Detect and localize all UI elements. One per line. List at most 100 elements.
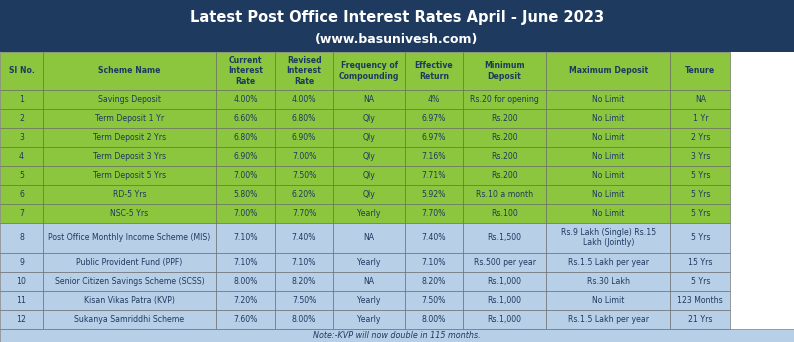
Text: 7.60%: 7.60% [233, 315, 257, 324]
Text: NA: NA [364, 277, 375, 286]
Text: 5 Yrs: 5 Yrs [691, 171, 710, 180]
Text: 12: 12 [17, 315, 26, 324]
Bar [405, 310, 463, 329]
Text: Term Deposit 1 Yr: Term Deposit 1 Yr [94, 114, 164, 123]
Bar [0, 147, 43, 166]
Bar [43, 223, 216, 253]
Bar [43, 52, 216, 90]
Text: 11: 11 [17, 296, 26, 305]
Bar [405, 166, 463, 185]
Bar [43, 310, 216, 329]
Text: 6.60%: 6.60% [233, 114, 257, 123]
Bar [670, 253, 730, 272]
Text: Public Provident Fund (PPF): Public Provident Fund (PPF) [76, 258, 183, 267]
Text: 6.97%: 6.97% [422, 114, 446, 123]
Bar [0, 223, 43, 253]
Bar [670, 223, 730, 253]
Bar [216, 52, 275, 90]
Text: Rs.1.5 Lakh per year: Rs.1.5 Lakh per year [568, 258, 649, 267]
Text: NSC-5 Yrs: NSC-5 Yrs [110, 209, 148, 218]
Text: Rs.30 Lakh: Rs.30 Lakh [587, 277, 630, 286]
Bar [670, 109, 730, 128]
Bar [275, 166, 333, 185]
Text: Latest Post Office Interest Rates April - June 2023: Latest Post Office Interest Rates April … [190, 10, 604, 25]
Text: 5: 5 [19, 171, 24, 180]
Bar [0, 109, 43, 128]
Bar [405, 90, 463, 109]
Bar [546, 223, 670, 253]
Text: Rs.20 for opening: Rs.20 for opening [470, 95, 539, 104]
Text: Rs.200: Rs.200 [491, 171, 518, 180]
Bar [43, 253, 216, 272]
Text: Rs.1,500: Rs.1,500 [488, 233, 522, 242]
Text: 8.00%: 8.00% [292, 315, 316, 324]
Text: 8.00%: 8.00% [422, 315, 446, 324]
Bar [0, 0, 794, 52]
Text: 6: 6 [19, 190, 24, 199]
Text: No Limit: No Limit [592, 209, 624, 218]
Bar [0, 185, 43, 203]
Bar [546, 90, 670, 109]
Text: Effective
Return: Effective Return [414, 61, 453, 81]
Bar [216, 147, 275, 166]
Text: Sl No.: Sl No. [9, 66, 34, 76]
Bar [670, 166, 730, 185]
Text: Term Deposit 5 Yrs: Term Deposit 5 Yrs [93, 171, 166, 180]
Bar [275, 128, 333, 147]
Text: (www.basunivesh.com): (www.basunivesh.com) [315, 33, 479, 46]
Text: 7.10%: 7.10% [233, 233, 257, 242]
Text: NA: NA [364, 233, 375, 242]
Text: Scheme Name: Scheme Name [98, 66, 160, 76]
Bar [546, 166, 670, 185]
Text: No Limit: No Limit [592, 190, 624, 199]
Bar [405, 291, 463, 310]
Bar [0, 310, 43, 329]
Bar [670, 90, 730, 109]
Bar [43, 203, 216, 223]
Bar [670, 203, 730, 223]
Text: Rs.200: Rs.200 [491, 114, 518, 123]
Text: Kisan Vikas Patra (KVP): Kisan Vikas Patra (KVP) [84, 296, 175, 305]
Text: 2: 2 [19, 114, 24, 123]
Bar [0, 253, 43, 272]
Text: 8: 8 [19, 233, 24, 242]
Bar [546, 253, 670, 272]
Bar [216, 291, 275, 310]
Bar [670, 128, 730, 147]
Bar [0, 128, 43, 147]
Text: 8.00%: 8.00% [233, 277, 257, 286]
Bar [333, 272, 405, 291]
Text: Rs.10 a month: Rs.10 a month [476, 190, 533, 199]
Bar [670, 52, 730, 90]
Text: Tenure: Tenure [685, 66, 715, 76]
Bar [43, 272, 216, 291]
Bar [405, 52, 463, 90]
Text: 7.70%: 7.70% [292, 209, 316, 218]
Text: Revised
Interest
Rate: Revised Interest Rate [287, 56, 322, 86]
Bar [43, 128, 216, 147]
Text: Yearly: Yearly [357, 296, 381, 305]
Text: 10: 10 [17, 277, 26, 286]
Bar [405, 272, 463, 291]
Bar [333, 90, 405, 109]
Bar [275, 253, 333, 272]
Text: 7.40%: 7.40% [292, 233, 316, 242]
Bar [275, 185, 333, 203]
Text: 5 Yrs: 5 Yrs [691, 233, 710, 242]
Text: No Limit: No Limit [592, 296, 624, 305]
Bar [546, 291, 670, 310]
Bar [463, 253, 546, 272]
Text: 7: 7 [19, 209, 24, 218]
Bar [333, 185, 405, 203]
Text: Savings Deposit: Savings Deposit [98, 95, 161, 104]
Text: 4.00%: 4.00% [233, 95, 257, 104]
Bar [216, 109, 275, 128]
Text: 7.40%: 7.40% [422, 233, 446, 242]
Text: Current
Interest
Rate: Current Interest Rate [228, 56, 263, 86]
Bar [333, 128, 405, 147]
Text: 4: 4 [19, 152, 24, 161]
Bar [546, 272, 670, 291]
Bar [43, 291, 216, 310]
Text: NA: NA [695, 95, 706, 104]
Bar [463, 147, 546, 166]
